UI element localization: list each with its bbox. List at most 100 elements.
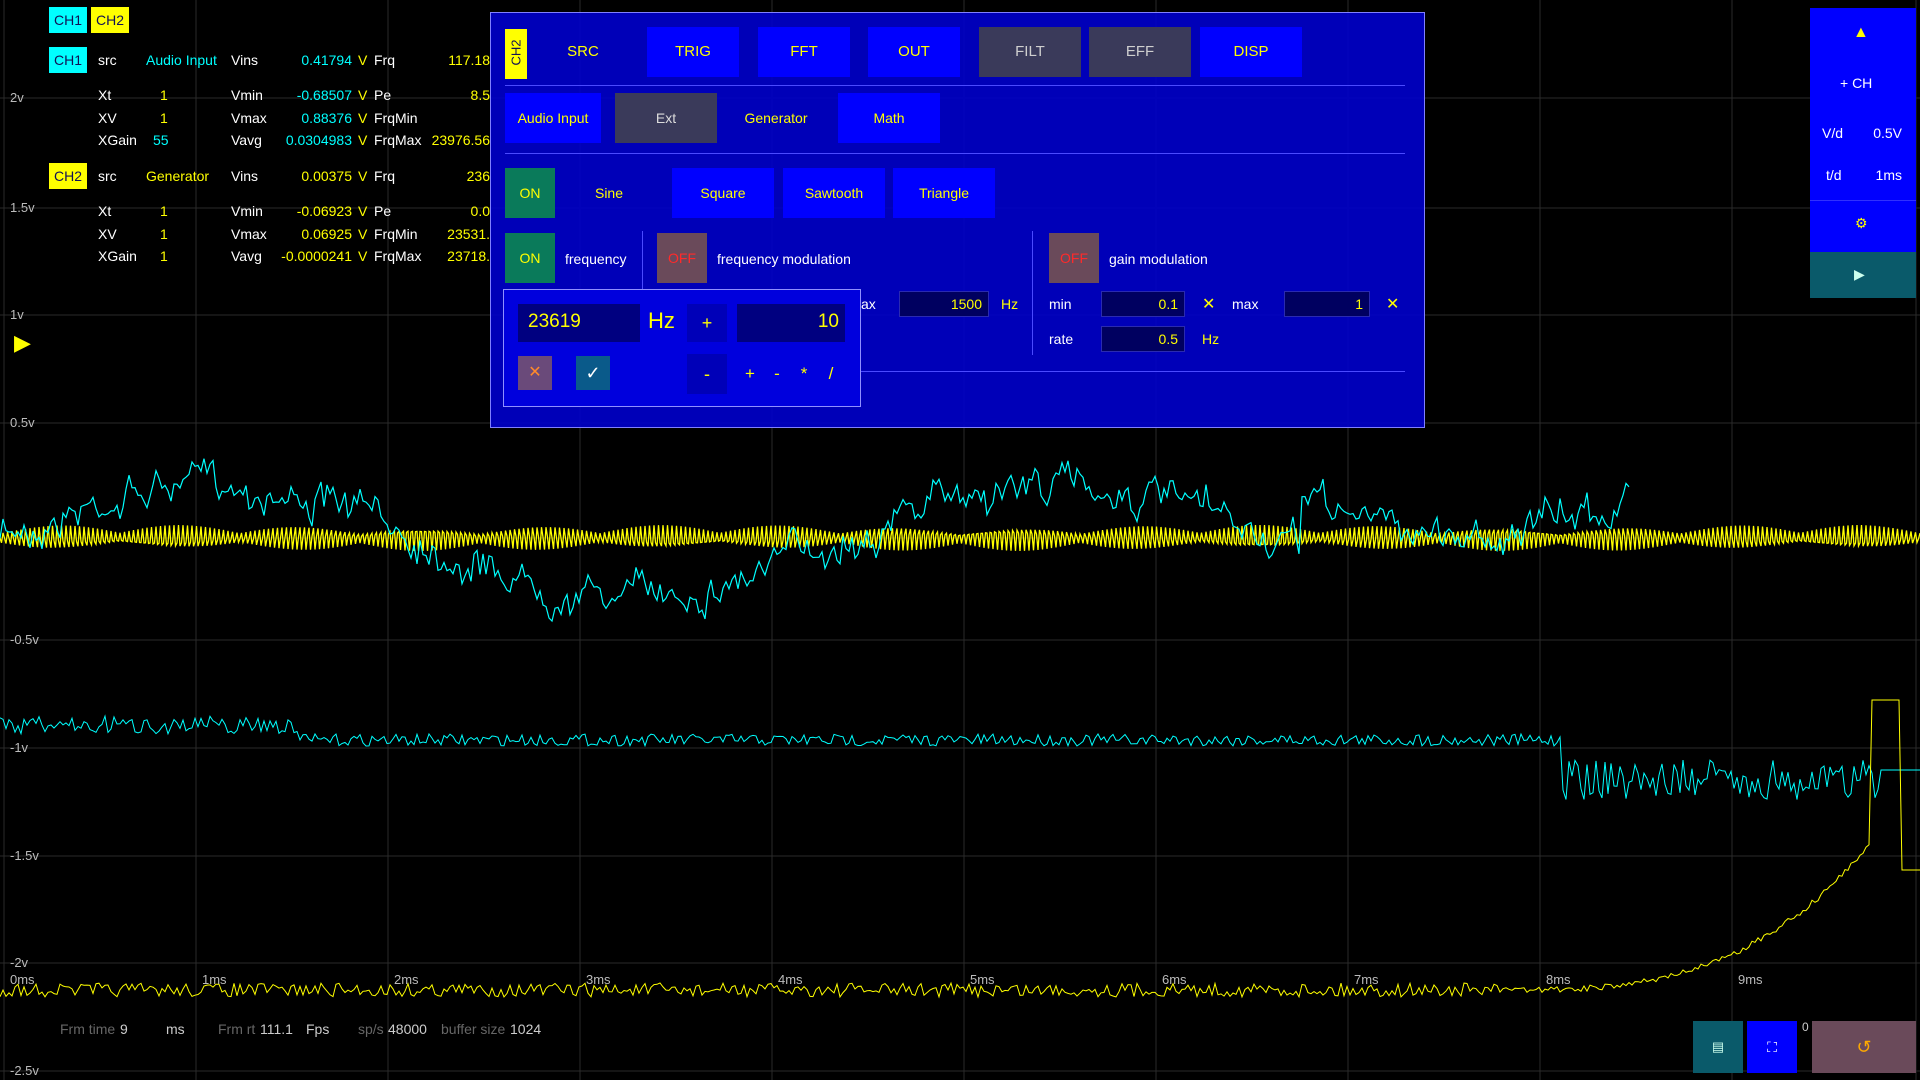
ch2-badge[interactable]: CH2: [49, 163, 88, 189]
ch2-vmin-label: Vmin: [231, 203, 263, 219]
ch2-frq-value: 236: [466, 168, 490, 184]
ch1-src-value[interactable]: Audio Input: [146, 52, 217, 68]
ch1-xt-value[interactable]: 1: [160, 87, 168, 103]
op-divide-button[interactable]: /: [828, 364, 834, 383]
trigger-level-marker[interactable]: ▶: [14, 330, 31, 355]
frequency-modulation-toggle[interactable]: OFF: [657, 233, 707, 283]
ch2-pe-label: Pe: [374, 203, 392, 219]
gain-modulation-label: gain modulation: [1109, 251, 1208, 267]
channel-tab-ch2[interactable]: CH2: [91, 7, 130, 33]
waveform-square[interactable]: Square: [672, 168, 774, 218]
ch2-xt-value[interactable]: 1: [160, 203, 168, 219]
reset-button[interactable]: ↺: [1812, 1021, 1916, 1073]
gain-mod-min-field[interactable]: 0.1: [1101, 291, 1185, 317]
ch2-xv-value[interactable]: 1: [160, 226, 168, 242]
play-icon[interactable]: ▶: [1854, 266, 1865, 282]
gain-mod-max-clear-icon[interactable]: ✕: [1386, 296, 1400, 313]
ch1-xgain-value[interactable]: 55: [153, 132, 169, 148]
gain-mod-rate-field[interactable]: 0.5: [1101, 326, 1185, 352]
op-subtract-button[interactable]: -: [774, 364, 780, 383]
x-axis-label: 0ms: [10, 972, 35, 987]
dialog-divider: [505, 85, 1405, 86]
cancel-button[interactable]: ✕: [518, 356, 552, 390]
tab-trig[interactable]: TRIG: [647, 27, 739, 77]
tab-eff[interactable]: EFF: [1089, 27, 1191, 77]
gain-mod-rate-label: rate: [1049, 331, 1074, 347]
confirm-button[interactable]: ✓: [576, 356, 610, 390]
waveform-triangle[interactable]: Triangle: [893, 168, 995, 218]
ch1-vmax-unit: V: [358, 110, 368, 126]
tab-fft[interactable]: FFT: [758, 27, 850, 77]
gain-mod-min-clear-icon[interactable]: ✕: [1202, 296, 1216, 313]
tab-src[interactable]: SRC: [567, 43, 599, 60]
ch1-xv-value[interactable]: 1: [160, 110, 168, 126]
ch1-frqmax-value: 23976.56: [431, 132, 490, 148]
frame-rate-label: Frm rt: [218, 1021, 256, 1037]
dialog-channel-label: CH2: [508, 39, 524, 66]
ch1-xt-label: Xt: [98, 87, 112, 103]
volts-per-div-value[interactable]: 0.5V: [1873, 125, 1902, 141]
ch1-vmax-value: 0.88376: [301, 110, 352, 126]
frame-rate-value: 111.1: [260, 1021, 293, 1037]
decrement-button[interactable]: -: [687, 354, 727, 394]
tab-out[interactable]: OUT: [868, 27, 960, 77]
source-ext[interactable]: Ext: [615, 93, 717, 143]
run-button[interactable]: [1810, 252, 1916, 298]
y-axis-label: 1.5v: [10, 200, 35, 215]
ch1-pe-value: 8.5: [470, 87, 490, 103]
y-axis-label: 2v: [10, 90, 24, 105]
gain-mod-min-label: min: [1049, 296, 1072, 312]
op-multiply-button[interactable]: *: [800, 364, 808, 383]
add-channel-button[interactable]: + CH: [1840, 75, 1873, 91]
time-per-div-value[interactable]: 1ms: [1875, 167, 1902, 183]
x-axis-label: 5ms: [970, 972, 995, 987]
ch1-badge[interactable]: CH1: [49, 47, 88, 73]
ch2-generator-trace: [0, 524, 1920, 552]
frequency-on-toggle[interactable]: ON: [505, 233, 555, 283]
sample-rate-label: sp/s: [358, 1021, 384, 1037]
settings-icon[interactable]: ⚙: [1855, 215, 1868, 231]
numeric-entry-value[interactable]: 23619: [518, 304, 640, 342]
ch2-xgain-value[interactable]: 1: [160, 248, 168, 264]
tab-filt[interactable]: FILT: [979, 27, 1081, 77]
frame-time-unit: ms: [166, 1021, 185, 1037]
ch1-xgain-label: XGain: [98, 132, 137, 148]
channel-settings-dialog: CH2 SRC TRIG FFT OUT FILT EFF DISP Audio…: [490, 12, 1425, 428]
numeric-entry-popup: 23619 Hz + 10 ✕ ✓ - + - * /: [503, 289, 861, 407]
tab-disp[interactable]: DISP: [1200, 27, 1302, 77]
gain-mod-max-field[interactable]: 1: [1284, 291, 1370, 317]
ch2-vavg-value: -0.0000241: [281, 248, 352, 264]
x-axis-label: 4ms: [778, 972, 803, 987]
ch2-vmax-unit: V: [358, 226, 368, 242]
ch1-xv-label: XV: [98, 110, 117, 126]
gain-mod-rate-unit: Hz: [1202, 331, 1220, 347]
ch2-vins-unit: V: [358, 168, 368, 184]
save-button[interactable]: ▤: [1693, 1021, 1743, 1073]
ch2-frqmin-value: 23531.: [447, 226, 490, 242]
step-size-field[interactable]: 10: [737, 304, 845, 342]
fullscreen-button[interactable]: ⛶: [1747, 1021, 1797, 1073]
scroll-up-button[interactable]: ▲: [1853, 24, 1869, 41]
fullscreen-icon: ⛶: [1767, 1039, 1777, 1055]
waveform-sine[interactable]: Sine: [594, 185, 624, 201]
y-axis-label: -0.5v: [10, 632, 39, 647]
increment-button[interactable]: +: [687, 304, 727, 342]
ch1-vins-unit: V: [358, 52, 368, 68]
ch1-vavg-label: Vavg: [231, 132, 262, 148]
source-math[interactable]: Math: [838, 93, 940, 143]
ch2-src-value[interactable]: Generator: [146, 168, 210, 184]
source-generator[interactable]: Generator: [744, 110, 808, 126]
op-add-button[interactable]: +: [745, 364, 755, 383]
ch2-xv-label: XV: [98, 226, 117, 242]
waveform-sawtooth[interactable]: Sawtooth: [783, 168, 885, 218]
reset-icon: ↺: [1856, 1037, 1872, 1057]
channel-tab-ch1[interactable]: CH1: [49, 7, 88, 33]
ch2-src-label: src: [98, 168, 117, 184]
ch1-vmin-unit: V: [358, 87, 368, 103]
gain-modulation-toggle[interactable]: OFF: [1049, 233, 1099, 283]
source-audio-input[interactable]: Audio Input: [505, 93, 601, 143]
ch2-vmax-value: 0.06925: [301, 226, 352, 242]
generator-on-toggle[interactable]: ON: [505, 168, 555, 218]
ch2-frqmax-value: 23718.: [447, 248, 490, 264]
freq-mod-max-field[interactable]: 1500: [899, 291, 989, 317]
